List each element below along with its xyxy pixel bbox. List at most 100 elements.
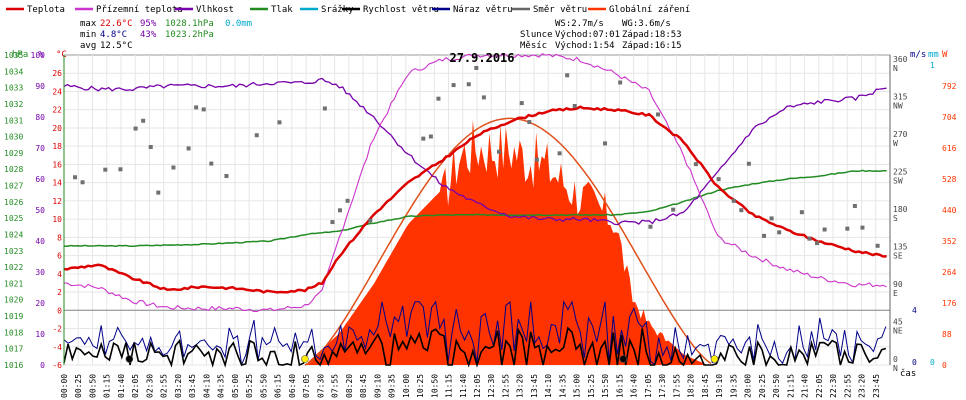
stat-max-label: max (80, 19, 97, 29)
x-tick-label: 00:25 (74, 374, 83, 398)
series-line-vlhkost (63, 77, 887, 226)
pressure-tick-label: 1018 (4, 328, 23, 337)
pressure-tick-label: 1017 (4, 345, 23, 354)
wind-direction-point (133, 126, 138, 131)
temperature-tick-label: 4 (57, 270, 62, 279)
stat-max-rain: 0.0mm (225, 19, 252, 29)
sunrise-marker (301, 355, 309, 363)
stat-max-hum: 95% (140, 19, 157, 29)
wind-direction-degree: 90 (893, 280, 903, 289)
temperature-tick-label: -6 (52, 361, 62, 370)
pressure-tick-label: 1031 (4, 116, 23, 125)
legend-label: Vlhkost (196, 5, 234, 15)
pressure-tick-label: 1029 (4, 149, 23, 158)
chart-title: 27.9.2016 (449, 51, 514, 65)
x-tick-label: 14:10 (544, 374, 553, 398)
wind-direction-point (186, 146, 191, 151)
pressure-tick-label: 1020 (4, 296, 23, 305)
x-tick-label: 23:20 (858, 374, 867, 398)
legend-label: Teplota (27, 5, 65, 15)
x-tick-label: 04:35 (217, 374, 226, 398)
x-tick-label: 15:25 (587, 374, 596, 398)
pressure-tick-label: 1026 (4, 198, 23, 207)
radiation-tick-label: 352 (942, 237, 957, 246)
radiation-tick-label: 704 (942, 113, 957, 122)
x-tick-label: 12:55 (501, 374, 510, 398)
stat-min-label: min (80, 30, 96, 40)
x-tick-label: 00:50 (88, 374, 97, 398)
wind-direction-point (156, 190, 161, 195)
rain-tick: 0 (930, 358, 935, 367)
x-tick-label: 01:40 (117, 374, 126, 398)
x-tick-label: 20:25 (758, 374, 767, 398)
series-line-p-zemn-teplota (63, 53, 887, 313)
wind-direction-point (148, 145, 153, 150)
series-lines (63, 53, 887, 313)
wind-direction-degree: 0 (893, 355, 898, 364)
wind-direction-point (875, 243, 880, 248)
wind-direction-point (201, 107, 206, 112)
humidity-tick-label: 70 (35, 144, 45, 153)
info-sun-label: Slunce (520, 30, 553, 40)
wind-direction-point (822, 227, 827, 232)
wind-direction-point (815, 241, 820, 246)
temperature-tick-label: 10 (52, 215, 62, 224)
x-tick-label: 18:20 (687, 374, 696, 398)
pressure-tick-label: 1034 (4, 67, 23, 76)
wind-direction-name: W (893, 139, 898, 148)
pressure-tick-label: 1033 (4, 84, 23, 93)
wind-direction-point (716, 177, 721, 182)
wind-direction-point (322, 106, 327, 111)
humidity-tick-label: 80 (35, 113, 45, 122)
x-tick-label: 16:15 (615, 374, 624, 398)
humidity-tick-label: 0 (40, 361, 45, 370)
wind-direction-name: N (893, 64, 898, 73)
pressure-tick-label: 1027 (4, 182, 23, 191)
wind-direction-point (648, 224, 653, 229)
moonrise-marker (125, 355, 134, 363)
radiation-area (304, 120, 708, 365)
x-tick-label: 02:30 (145, 374, 154, 398)
radiation-fill (304, 120, 708, 365)
legend: Teplota Přízemní teplota Vlhkost Tlak Srážky… (6, 5, 690, 15)
legend-label: Globální záření (609, 5, 690, 15)
x-tick-label: 19:35 (729, 374, 738, 398)
temperature-tick-label: 12 (52, 197, 62, 206)
legend-label: Srážky (321, 5, 354, 15)
x-tick-label: 09:35 (388, 374, 397, 398)
x-tick-label: 10:25 (416, 374, 425, 398)
info-sunrise: Východ:07:01 (555, 30, 620, 40)
wind-direction-point (557, 151, 562, 156)
legend-label: Přízemní teplota (96, 5, 183, 15)
x-tick-label: 14:35 (558, 374, 567, 398)
wind-direction-degree: 225 (893, 168, 908, 177)
pressure-tick-label: 1025 (4, 214, 23, 223)
wind-direction-point (330, 220, 335, 225)
rain-tick: 1 (930, 61, 935, 70)
wind-direction-degree: 180 (893, 205, 908, 214)
x-tick-label: 22:30 (829, 374, 838, 398)
radiation-tick-label: 176 (942, 299, 957, 308)
x-tick-label: 08:20 (345, 374, 354, 398)
wind-direction-point (141, 118, 146, 123)
radiation-tick-label: 88 (942, 330, 952, 339)
wind-direction-name: SE (893, 252, 903, 261)
pressure-tick-label: 1032 (4, 100, 23, 109)
theoretical-radiation-curve (304, 117, 712, 366)
temperature-tick-label: 26 (52, 69, 62, 78)
wind-direction-point (671, 207, 676, 212)
pressure-tick-label: 1021 (4, 279, 23, 288)
wind-direction-degree: 360 (893, 55, 908, 64)
series-line-tlak (63, 169, 887, 248)
wind-direction-point (762, 233, 767, 238)
x-tick-label: 17:30 (658, 374, 667, 398)
legend-label: Náraz větru (453, 5, 513, 15)
x-tick-label: 10:00 (402, 374, 411, 398)
wind-direction-point (428, 134, 433, 139)
x-tick-label: 15:00 (573, 374, 582, 398)
legend-label: Tlak (271, 5, 293, 15)
axis-unit-temperature: °C (56, 50, 67, 60)
wind-direction-degree: 135 (893, 243, 908, 252)
temperature-tick-label: 14 (52, 179, 62, 188)
wind-direction-point (799, 210, 804, 215)
